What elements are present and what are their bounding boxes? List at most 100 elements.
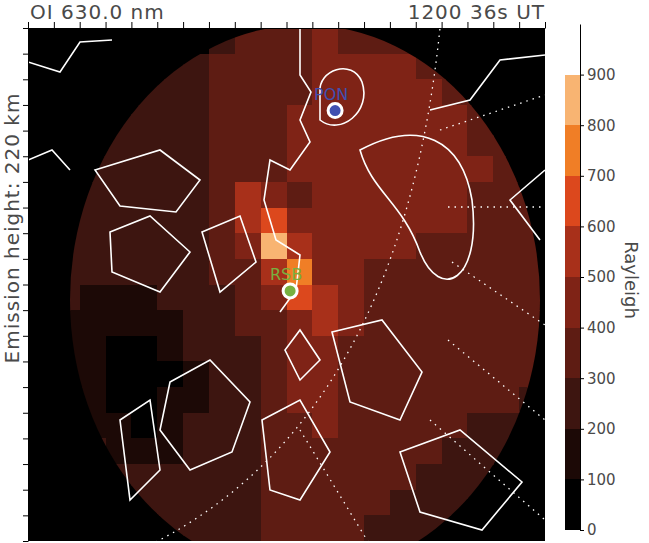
heat-cell xyxy=(493,131,519,157)
heat-cell xyxy=(209,208,235,234)
heat-cell xyxy=(235,285,261,311)
tick-mark xyxy=(580,277,584,278)
heat-cell xyxy=(183,310,209,336)
heat-cell xyxy=(519,361,545,387)
station-label: RSB xyxy=(270,265,302,284)
chart-container: PONRSBOI 630.0 nm1200 36s UTEmission hei… xyxy=(0,0,649,543)
tick-mark xyxy=(23,28,28,29)
heat-cell xyxy=(416,413,442,439)
tick xyxy=(235,22,236,28)
heat-cell xyxy=(416,105,442,131)
heat-cell xyxy=(209,413,235,439)
heat-cell xyxy=(338,182,364,208)
heat-cell xyxy=(287,182,313,208)
heat-cell xyxy=(183,387,209,413)
heat-cell xyxy=(390,54,416,80)
heat-cell xyxy=(467,208,493,234)
heat-cell xyxy=(364,259,390,285)
heat-cell xyxy=(261,336,287,362)
heat-cell xyxy=(80,208,106,234)
heat-cell xyxy=(235,182,261,208)
heat-cell xyxy=(416,182,442,208)
heat-cell xyxy=(106,208,132,234)
heat-cell xyxy=(287,490,313,516)
heat-cell xyxy=(209,259,235,285)
heat-cell xyxy=(157,387,183,413)
heat-cell xyxy=(364,387,390,413)
heat-cell xyxy=(235,336,261,362)
coastline xyxy=(120,400,160,500)
heat-cell xyxy=(467,464,493,490)
heat-cell xyxy=(312,208,338,234)
heat-cell xyxy=(106,259,132,285)
heat-cell xyxy=(364,285,390,311)
heat-cell xyxy=(261,54,287,80)
heat-cell xyxy=(131,438,157,464)
tick xyxy=(23,413,28,414)
heat-cell xyxy=(209,387,235,413)
tick-mark xyxy=(580,429,584,430)
grid-line xyxy=(300,430,370,541)
heat-cell xyxy=(416,336,442,362)
heat-cell xyxy=(80,233,106,259)
heat-cell xyxy=(183,285,209,311)
heat-cell xyxy=(467,413,493,439)
grid-line xyxy=(440,95,545,130)
heat-cell xyxy=(131,156,157,182)
heat-cell xyxy=(364,105,390,131)
tick-label: 900 xyxy=(587,66,616,84)
heat-cell xyxy=(416,464,442,490)
tick-mark xyxy=(580,226,584,227)
heat-cell xyxy=(416,54,442,80)
heat-cell xyxy=(416,79,442,105)
heat-cell xyxy=(157,233,183,259)
subtitle: 1200 36s UT xyxy=(408,0,545,24)
heat-cell xyxy=(467,259,493,285)
tick: 800 xyxy=(580,117,616,135)
coastline xyxy=(264,28,311,312)
tick xyxy=(364,22,365,28)
heat-cell xyxy=(312,156,338,182)
tick-mark xyxy=(23,490,28,491)
heat-cell xyxy=(493,208,519,234)
tick-label: 300 xyxy=(587,370,616,388)
tick-mark xyxy=(23,413,28,414)
tick xyxy=(390,22,391,28)
heat-cell xyxy=(261,79,287,105)
heat-cell xyxy=(287,105,313,131)
heat-cell xyxy=(235,464,261,490)
heat-cell xyxy=(416,387,442,413)
heat-cell xyxy=(390,490,416,516)
heat-cell xyxy=(54,336,80,362)
y-axis-title: Emission height: 220 km xyxy=(0,93,24,364)
heat-cell xyxy=(493,310,519,336)
station-marker xyxy=(328,104,342,118)
heat-cell xyxy=(416,233,442,259)
heat-cell xyxy=(261,131,287,157)
heat-cell xyxy=(364,438,390,464)
heat-cell xyxy=(183,79,209,105)
tick-mark xyxy=(287,22,288,28)
heat-cell xyxy=(467,336,493,362)
heat-cell xyxy=(442,208,468,234)
sky-image xyxy=(54,28,545,541)
heat-cell xyxy=(416,156,442,182)
heat-cell xyxy=(106,336,132,362)
heat-cell xyxy=(442,361,468,387)
heat-cell xyxy=(493,285,519,311)
tick xyxy=(23,490,28,491)
heat-cell xyxy=(467,105,493,131)
coastline xyxy=(262,400,330,500)
heat-cell xyxy=(209,515,235,541)
heat-cell xyxy=(364,131,390,157)
coastline xyxy=(360,135,474,279)
heat-cell xyxy=(364,515,390,541)
tick: 400 xyxy=(580,319,616,337)
heat-cell xyxy=(54,208,80,234)
heat-cell xyxy=(209,336,235,362)
tick-mark xyxy=(235,22,236,28)
tick xyxy=(261,22,262,28)
heat-cell xyxy=(183,490,209,516)
heat-cell xyxy=(519,233,545,259)
heat-cell xyxy=(467,438,493,464)
